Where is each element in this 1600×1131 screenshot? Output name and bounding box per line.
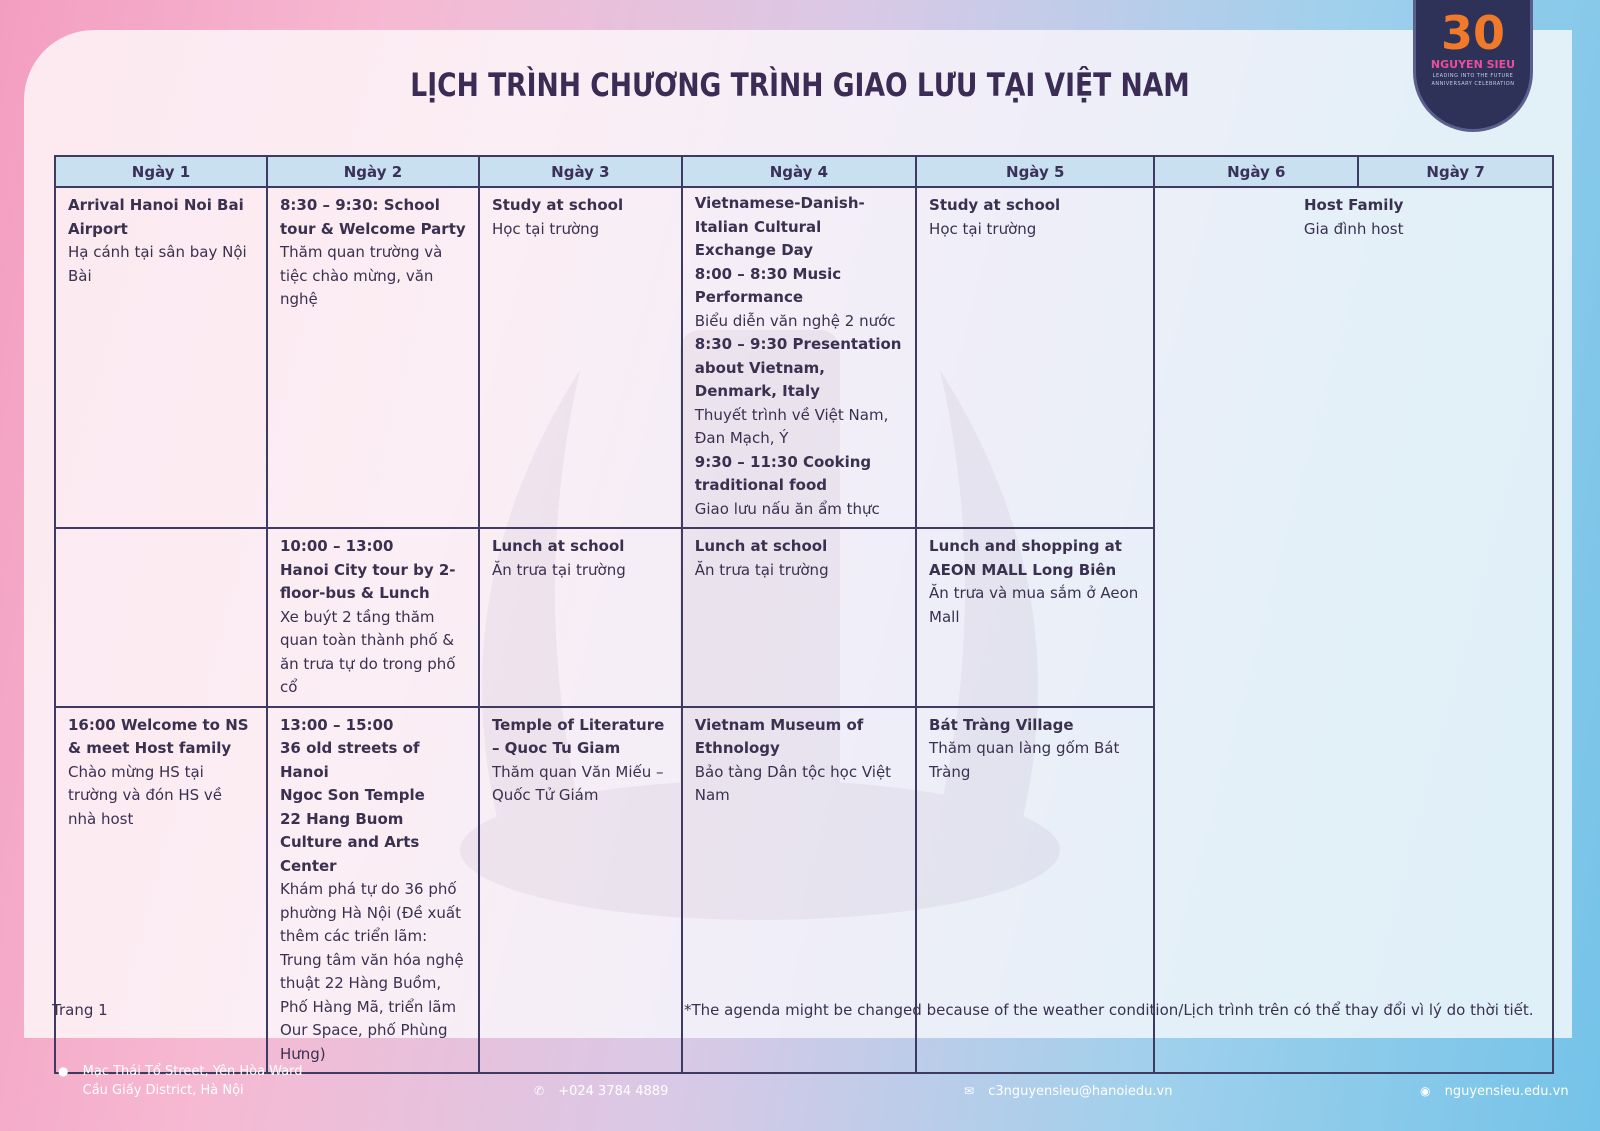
cell-desc: Chào mừng HS tại trường và đón HS về nhà…	[68, 762, 223, 828]
header-row: Ngày 1 Ngày 2 Ngày 3 Ngày 4 Ngày 5 Ngày …	[54, 155, 1554, 188]
cell-subtitle: 8:30 – 9:30 Presentation about Vietnam, …	[694, 335, 902, 400]
cell-host-family: Host Family Gia đình host	[1153, 186, 1554, 1074]
cell-title: 22 Hang Buom Culture and Arts Center	[279, 809, 420, 875]
cell-title: Study at school	[491, 196, 624, 214]
mail-icon: ✉	[964, 1084, 975, 1098]
cell-desc: Thăm quan trường và tiệc chào mừng, văn …	[279, 243, 443, 308]
page-title: LỊCH TRÌNH CHƯƠNG TRÌNH GIAO LƯU TẠI VIỆ…	[410, 66, 1190, 104]
cell-title: Ngoc Son Temple	[279, 786, 425, 804]
header-day-6: Ngày 6	[1153, 155, 1360, 188]
cell-day1-morning: Arrival Hanoi Noi Bai Airport Hạ cánh tạ…	[54, 186, 268, 529]
cell-time: 13:00 – 15:00	[279, 715, 394, 734]
logo-subtitle: ANNIVERSARY CELEBRATION	[1431, 81, 1515, 87]
map-pin-icon: ●	[58, 1064, 69, 1078]
header-day-2: Ngày 2	[265, 155, 480, 188]
cell-title: Vietnam Museum of Ethnology	[694, 715, 864, 758]
cell-title: 8:30 – 9:30: School tour & Welcome Party	[279, 196, 466, 238]
header-day-4: Ngày 4	[680, 155, 918, 188]
cell-title: Study at school	[929, 196, 1061, 214]
cell-day1-midday	[54, 527, 268, 708]
cell-subtitle: 8:00 – 8:30 Music Performance	[694, 264, 842, 307]
contact-email: ✉ c3nguyensieu@hanoiedu.vn	[964, 1082, 1172, 1101]
cell-title: Bát Tràng Village	[929, 715, 1074, 734]
cell-title: Lunch and shopping at AEON MALL Long Biê…	[929, 537, 1122, 579]
table-row: Arrival Hanoi Noi Bai Airport Hạ cánh tạ…	[54, 186, 1554, 1074]
cell-day3-midday: Lunch at school Ăn trưa tại trường	[477, 527, 683, 708]
table-row: 10:00 – 13:00 Hanoi City tour by 2-floor…	[54, 527, 1553, 708]
cell-desc: Xe buýt 2 tầng thăm quan toàn thành phố …	[279, 607, 456, 697]
cell-time: 10:00 – 13:00	[279, 537, 394, 555]
website-link[interactable]: nguyensieu.edu.vn	[1444, 1084, 1569, 1099]
phone-icon: ✆	[534, 1084, 545, 1098]
cell-title: 16:00 Welcome to NS & meet Host family	[68, 715, 249, 758]
cell-title: Lunch at school	[694, 537, 828, 555]
cell-title: Temple of Literature – Quoc Tu Giam	[491, 715, 665, 758]
cell-day1-afternoon: 16:00 Welcome to NS & meet Host family C…	[54, 705, 268, 1074]
email-address[interactable]: c3nguyensieu@hanoiedu.vn	[988, 1084, 1173, 1099]
cell-day2-afternoon: 13:00 – 15:00 36 old streets of Hanoi Ng…	[265, 705, 480, 1074]
header-day-7: Ngày 7	[1357, 155, 1554, 188]
logo-school-name: NGUYEN SIEU	[1430, 58, 1516, 71]
page-number: Trang 1	[52, 1001, 108, 1019]
cell-day4-morning: Vietnamese-Danish-Italian Cultural Excha…	[680, 186, 918, 529]
cell-title: Arrival Hanoi Noi Bai Airport	[68, 196, 244, 238]
cell-desc: Thăm quan Văn Miếu – Quốc Tử Giám	[491, 762, 664, 805]
cell-desc: Gia đình host	[1303, 219, 1404, 238]
cell-desc: Biểu diễn văn nghệ 2 nước	[694, 311, 896, 330]
header-day-5: Ngày 5	[915, 155, 1156, 188]
agenda-disclaimer: *The agenda might be changed because of …	[684, 1001, 1534, 1019]
cell-day2-midday: 10:00 – 13:00 Hanoi City tour by 2-floor…	[265, 527, 480, 708]
globe-icon: ◉	[1420, 1084, 1431, 1098]
cell-desc: Thăm quan làng gốm Bát Tràng	[929, 739, 1120, 781]
header-day-1: Ngày 1	[54, 155, 268, 188]
cell-desc: Giao lưu nấu ăn ẩm thực	[694, 499, 880, 518]
cell-desc: Thuyết trình về Việt Nam, Đan Mạch, Ý	[694, 405, 889, 448]
cell-desc: Khám phá tự do 36 phố phường Hà Nội (Đề …	[279, 880, 464, 1063]
cell-title: Host Family	[1304, 196, 1404, 214]
logo-tagline: LEADING INTO THE FUTURE	[1432, 73, 1514, 79]
agenda-table: Ngày 1 Ngày 2 Ngày 3 Ngày 4 Ngày 5 Ngày …	[54, 155, 1554, 1074]
cell-desc: Ăn trưa và mua sắm ở Aeon Mall	[929, 584, 1139, 626]
cell-desc: Học tại trường	[929, 219, 1037, 238]
cell-title: 36 old streets of Hanoi	[279, 739, 420, 781]
address-line-1: Mạc Thái Tổ Street, Yên Hòa Ward	[82, 1064, 303, 1079]
cell-desc: Bảo tàng Dân tộc học Việt Nam	[694, 762, 892, 805]
cell-title: Hanoi City tour by 2-floor-bus & Lunch	[279, 560, 456, 603]
cell-day4-afternoon: Vietnam Museum of Ethnology Bảo tàng Dân…	[680, 705, 918, 1074]
contact-address: ● Mạc Thái Tổ Street, Yên Hòa Ward Cầu G…	[58, 1062, 303, 1100]
cell-day5-midday: Lunch and shopping at AEON MALL Long Biê…	[915, 527, 1156, 708]
cell-title: Vietnamese-Danish-Italian Cultural Excha…	[694, 194, 865, 259]
cell-desc: Ăn trưa tại trường	[491, 560, 626, 579]
cell-day5-afternoon: Bát Tràng Village Thăm quan làng gốm Bát…	[915, 705, 1156, 1074]
cell-day3-afternoon: Temple of Literature – Quoc Tu Giam Thăm…	[477, 705, 683, 1074]
contact-phone: ✆ +024 3784 4889	[534, 1082, 668, 1101]
phone-number: +024 3784 4889	[558, 1084, 669, 1099]
contact-website: ◉ nguyensieu.edu.vn	[1420, 1082, 1569, 1101]
cell-day4-midday: Lunch at school Ăn trưa tại trường	[680, 527, 918, 708]
cell-day3-morning: Study at school Học tại trường	[477, 186, 683, 529]
logo-anniversary-number: 30	[1440, 6, 1505, 60]
cell-desc: Ăn trưa tại trường	[694, 560, 829, 579]
cell-day2-morning: 8:30 – 9:30: School tour & Welcome Party…	[265, 186, 480, 529]
header-day-3: Ngày 3	[477, 155, 683, 188]
cell-subtitle: 9:30 – 11:30 Cooking traditional food	[694, 452, 872, 495]
cell-desc: Học tại trường	[491, 219, 600, 238]
address-line-2: Cầu Giấy District, Hà Nội	[82, 1083, 244, 1098]
cell-day5-morning: Study at school Học tại trường	[915, 186, 1156, 529]
school-logo: 30 NGUYEN SIEU LEADING INTO THE FUTURE A…	[1413, 0, 1533, 132]
table-row: 16:00 Welcome to NS & meet Host family C…	[54, 705, 1553, 1074]
cell-title: Lunch at school	[491, 537, 625, 555]
cell-desc: Hạ cánh tại sân bay Nội Bài	[68, 243, 247, 285]
